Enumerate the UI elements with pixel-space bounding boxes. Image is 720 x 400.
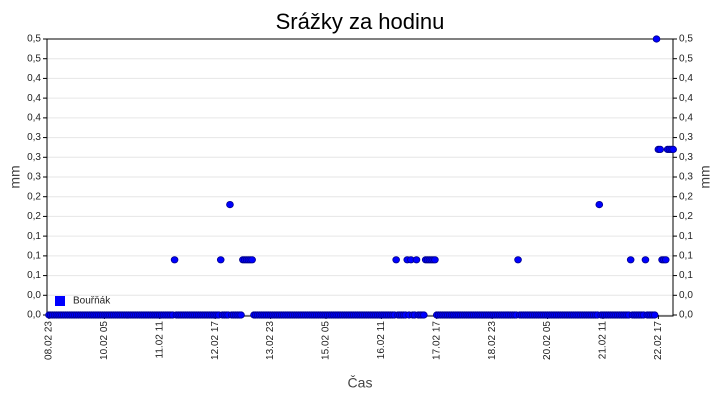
y-tick-label: 0,2 — [27, 191, 41, 202]
y2-tick-label: 0,3 — [679, 132, 693, 143]
y-tick-label: 0,1 — [27, 231, 41, 242]
marker — [237, 311, 245, 319]
marker — [595, 201, 604, 209]
marker — [669, 145, 677, 153]
x-tick-label: 15.02 05 — [321, 321, 332, 360]
y2-axis-label: mm — [697, 165, 713, 188]
y2-tick-label: 0,4 — [679, 113, 693, 124]
legend-label: Bouřňák — [73, 296, 111, 307]
y-tick-label: 0,1 — [27, 270, 41, 281]
marker — [656, 145, 665, 153]
marker — [170, 256, 179, 264]
x-tick-label: 12.02 17 — [210, 321, 221, 360]
chart-title: Srážky za hodinu — [276, 9, 445, 34]
y-tick-label: 0,3 — [27, 172, 41, 183]
x-tick-label: 22.02 17 — [653, 321, 664, 360]
x-tick-label: 21.02 11 — [598, 321, 609, 360]
y2-tick-label: 0,5 — [679, 34, 693, 45]
marker — [650, 311, 659, 319]
x-tick-label: 13.02 23 — [265, 321, 276, 360]
marker — [392, 256, 400, 264]
y-tick-label: 0,3 — [27, 132, 41, 143]
y-tick-label: 0,0 — [27, 310, 41, 321]
y-axis-label: mm — [7, 165, 23, 188]
marker — [514, 256, 522, 264]
y-tick-label: 0,2 — [27, 211, 41, 222]
y2-tick-label: 0,3 — [679, 172, 693, 183]
y-tick-label: 0,4 — [27, 73, 41, 84]
marker — [652, 35, 661, 43]
y-tick-label: 0,4 — [27, 93, 41, 104]
x-tick-label: 08.02 23 — [44, 321, 55, 360]
y2-tick-label: 0,1 — [679, 231, 693, 242]
marker — [216, 256, 225, 264]
y2-tick-label: 0,1 — [679, 270, 693, 281]
y-tick-label: 0,3 — [27, 152, 41, 163]
marker — [420, 311, 428, 319]
marker — [626, 256, 635, 264]
x-tick-label: 11.02 11 — [154, 321, 165, 359]
marker — [248, 256, 256, 264]
y2-tick-label: 0,3 — [679, 152, 693, 163]
marker — [661, 256, 670, 264]
x-tick-label: 18.02 23 — [487, 321, 498, 360]
y-tick-label: 0,5 — [27, 34, 41, 45]
y-tick-label: 0,0 — [27, 290, 41, 301]
x-axis-label: Čas — [348, 375, 373, 391]
y2-tick-label: 0,0 — [679, 310, 693, 321]
marker — [226, 201, 234, 209]
y-tick-label: 0,1 — [27, 251, 41, 262]
y2-tick-label: 0,5 — [679, 53, 693, 64]
y2-tick-label: 0,4 — [679, 73, 693, 84]
y2-tick-label: 0,2 — [679, 191, 693, 202]
x-tick-label: 16.02 11 — [376, 321, 387, 360]
marker — [641, 256, 650, 264]
y2-tick-label: 0,1 — [679, 251, 693, 262]
x-tick-label: 10.02 05 — [99, 321, 110, 360]
marker — [412, 256, 421, 264]
y-tick-label: 0,4 — [27, 113, 41, 124]
y-tick-label: 0,5 — [27, 53, 41, 64]
x-tick-label: 17.02 17 — [431, 321, 442, 360]
marker — [431, 256, 439, 264]
y2-tick-label: 0,4 — [679, 93, 693, 104]
y2-tick-label: 0,0 — [679, 290, 693, 301]
legend-swatch — [55, 296, 65, 306]
x-tick-label: 20.02 05 — [542, 321, 553, 360]
y2-tick-label: 0,2 — [679, 211, 693, 222]
